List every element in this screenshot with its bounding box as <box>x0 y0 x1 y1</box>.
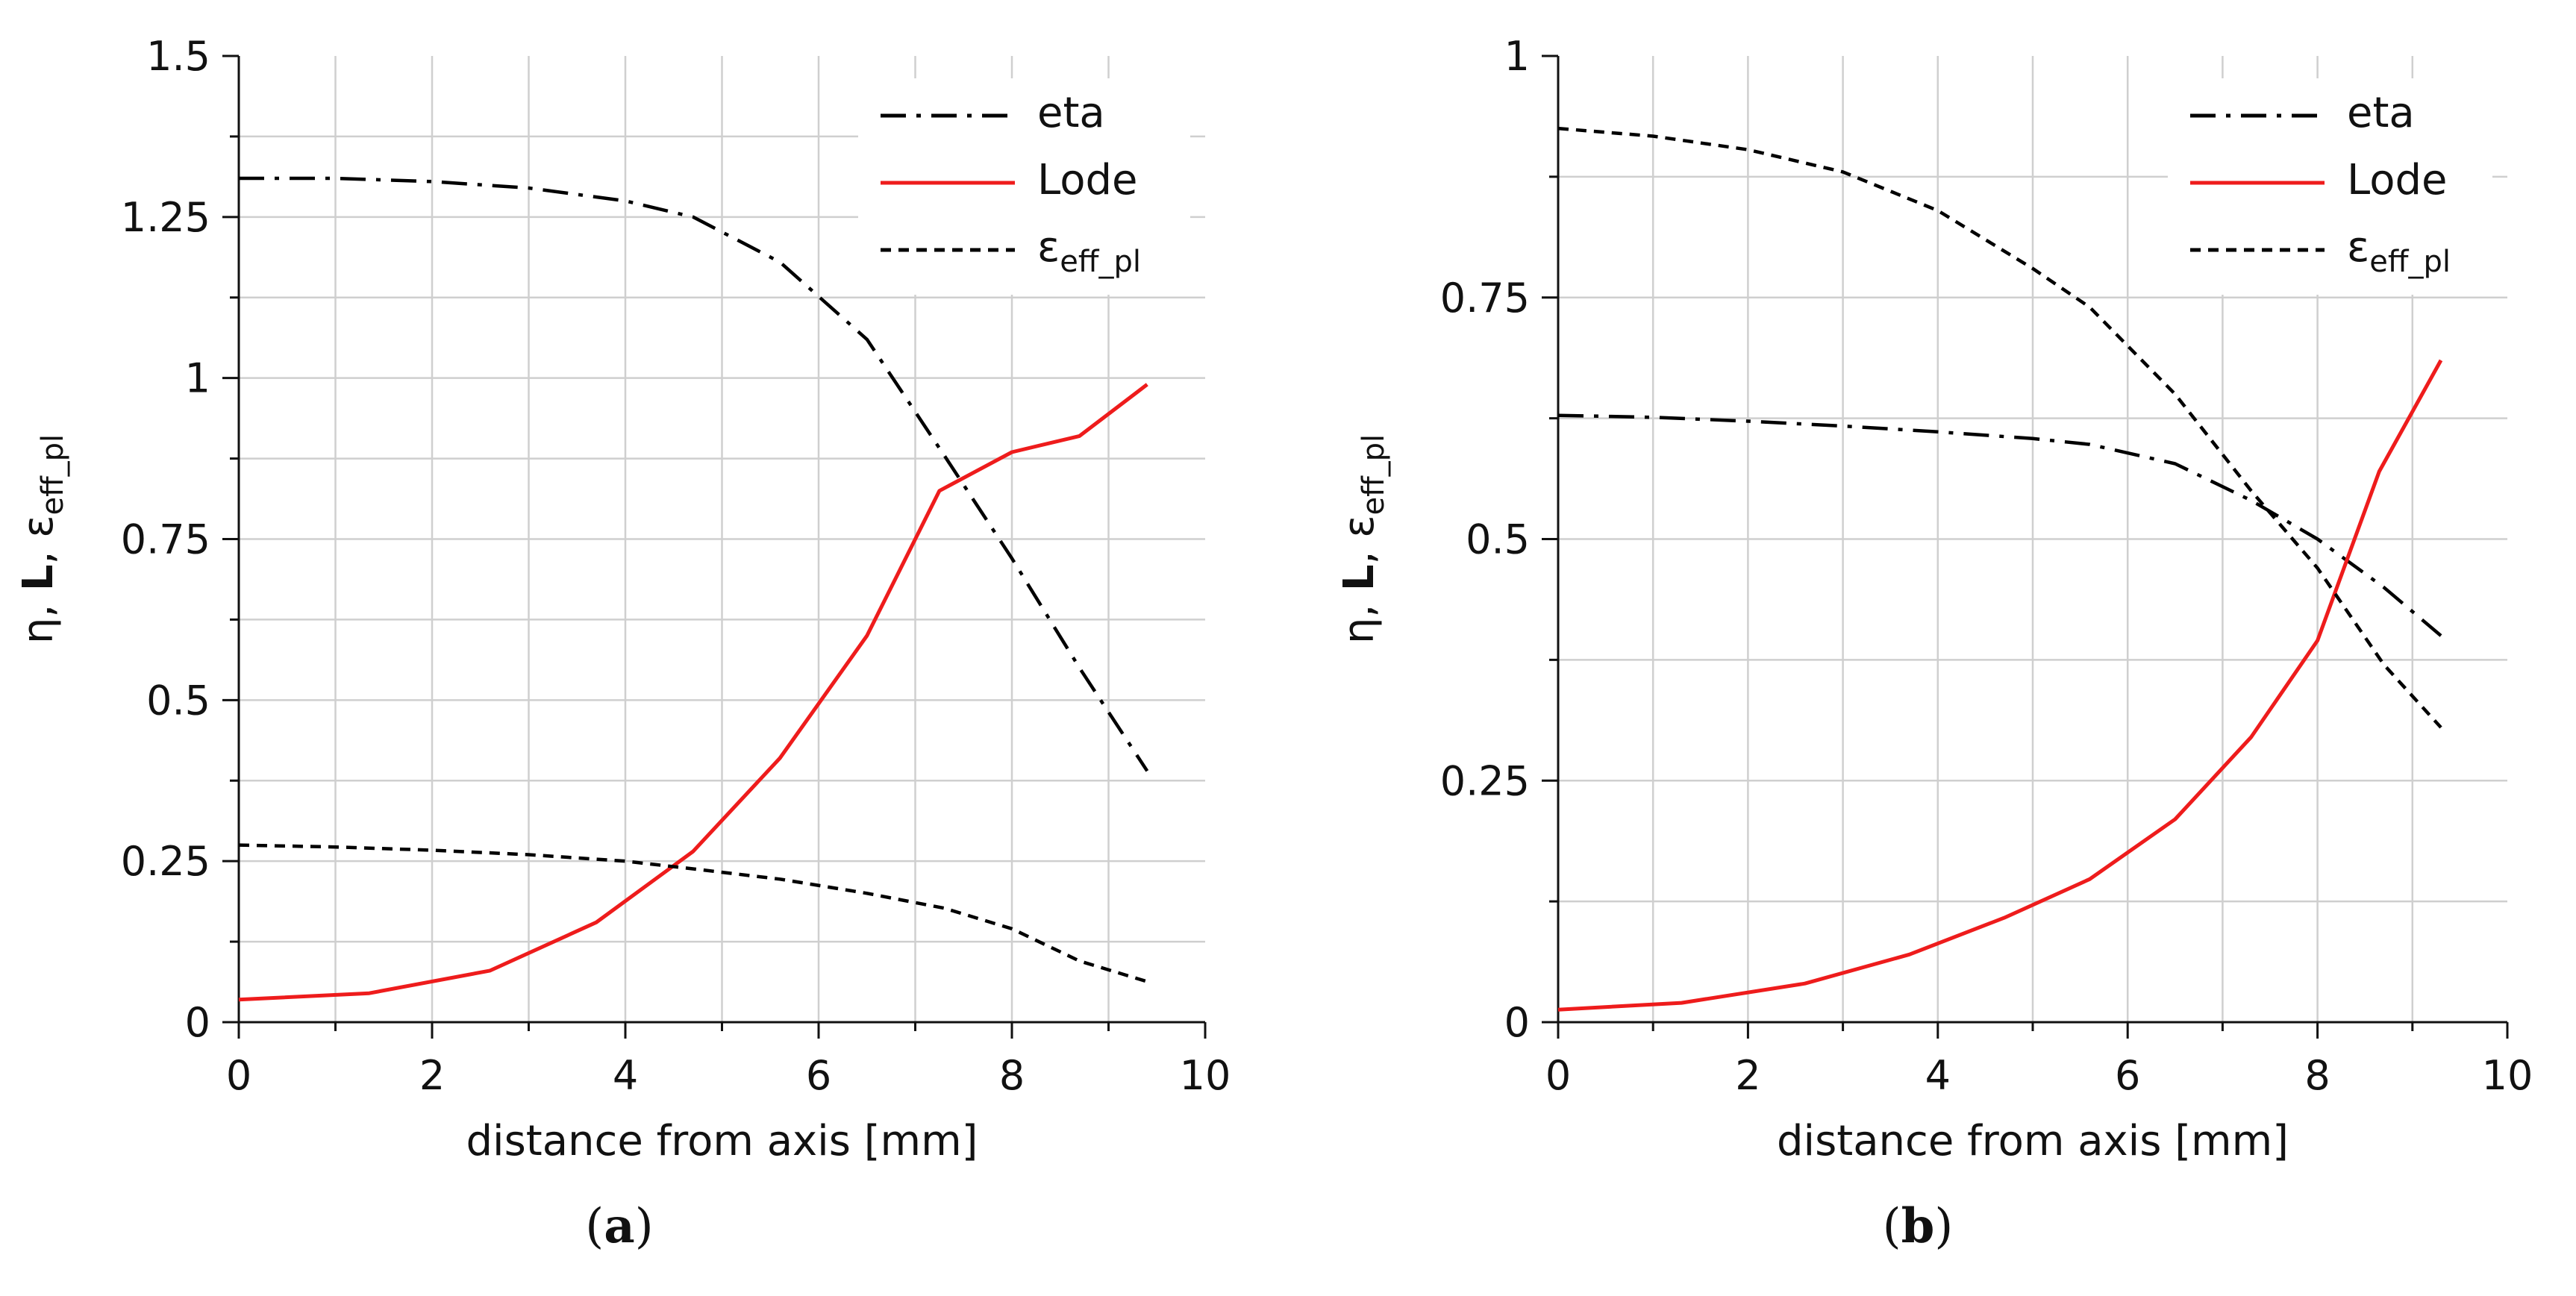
y-tick-label: 0.75 <box>121 516 210 563</box>
y-label-L: L <box>1335 564 1384 591</box>
x-tick-label: 4 <box>613 1052 638 1099</box>
x-tick-label: 2 <box>1735 1052 1760 1099</box>
legend-label-Lode: Lode <box>2347 156 2447 204</box>
x-tick-label: 0 <box>226 1052 251 1099</box>
legend-label-eps_eff_pl: εeff_pl <box>2347 223 2451 279</box>
chart-b: 0 2 4 6 8 10 0 0.25 0.5 0.75 1 distance from axis [… <box>1335 33 2533 1254</box>
legend-eps-sub: eff_pl <box>2369 245 2451 279</box>
caption-close: ) <box>1934 1199 1953 1254</box>
y-tick-label: 0 <box>1504 999 1530 1046</box>
x-tick-label: 4 <box>1925 1052 1951 1099</box>
y-tick-label: 1 <box>185 355 210 402</box>
x-tick-label: 8 <box>999 1052 1025 1099</box>
y-tick-label: 0.25 <box>121 838 210 885</box>
legend-box <box>858 78 1190 295</box>
x-tick-label: 8 <box>2304 1052 2330 1099</box>
x-axis-label: distance from axis [mm] <box>466 1117 978 1165</box>
y-tick-label: 1.5 <box>146 33 210 80</box>
series-Lode <box>238 383 1148 1002</box>
panel-caption: (b) <box>1883 1198 1954 1254</box>
legend-label-eps_eff_pl: εeff_pl <box>1037 223 1141 279</box>
x-tick-label: 0 <box>1545 1052 1571 1099</box>
x-tick-label: 10 <box>1180 1052 1231 1099</box>
y-tick-label: 0.75 <box>1440 275 1530 322</box>
y-tick-label: 0.25 <box>1440 757 1530 804</box>
y-tick-label: 1 <box>1504 33 1530 80</box>
y-label-eta: η, <box>14 591 63 644</box>
y-axis-label: η, L, εeff_pl <box>14 434 70 644</box>
caption-letter: b <box>1901 1198 1935 1254</box>
series-eps_eff_pl <box>238 843 1148 983</box>
y-label-eps: , ε <box>1335 516 1384 565</box>
chart-a: 0 2 4 6 8 10 0 0.25 0.5 0.75 1 1.25 1.5 distance from… <box>14 33 1231 1254</box>
series-eps_eff_pl <box>1557 126 2442 729</box>
series-Lode <box>1557 359 2443 1012</box>
x-axis-label: distance from axis [mm] <box>1777 1117 2289 1165</box>
series-eta <box>1557 413 2442 637</box>
y-label-sub: eff_pl <box>36 434 70 516</box>
y-tick-label: 1.25 <box>121 194 210 241</box>
y-axis-label: η, L, εeff_pl <box>1335 434 1391 644</box>
legend: eta Lode εeff_pl <box>2168 78 2492 295</box>
legend-eps: ε <box>2347 223 2369 272</box>
caption-open: ( <box>585 1199 604 1254</box>
legend-eps: ε <box>1037 223 1060 272</box>
y-label-L: L <box>14 564 63 591</box>
y-label-eps: , ε <box>14 516 63 565</box>
caption-close: ) <box>635 1199 654 1254</box>
x-tick-label: 6 <box>806 1052 831 1099</box>
x-tick-label: 2 <box>419 1052 445 1099</box>
panel-caption: (a) <box>585 1198 653 1254</box>
grid <box>239 56 1205 1022</box>
caption-open: ( <box>1883 1199 1901 1254</box>
legend-label-eta: eta <box>1037 89 1105 137</box>
y-tick-label: 0.5 <box>1466 516 1530 563</box>
legend-label-Lode: Lode <box>1037 156 1137 204</box>
legend-box <box>2168 78 2492 295</box>
series-eta <box>239 176 1149 772</box>
legend-eps-sub: eff_pl <box>1060 245 1141 279</box>
legend: eta Lode εeff_pl <box>858 78 1190 295</box>
legend-label-eta: eta <box>2347 89 2415 137</box>
y-tick-label: 0.5 <box>146 677 210 724</box>
y-label-eta: η, <box>1335 591 1384 644</box>
y-label-sub: eff_pl <box>1357 434 1391 516</box>
caption-letter: a <box>604 1198 634 1254</box>
x-tick-label: 6 <box>2115 1052 2140 1099</box>
x-tick-label: 10 <box>2482 1052 2533 1099</box>
y-tick-label: 0 <box>185 999 210 1046</box>
